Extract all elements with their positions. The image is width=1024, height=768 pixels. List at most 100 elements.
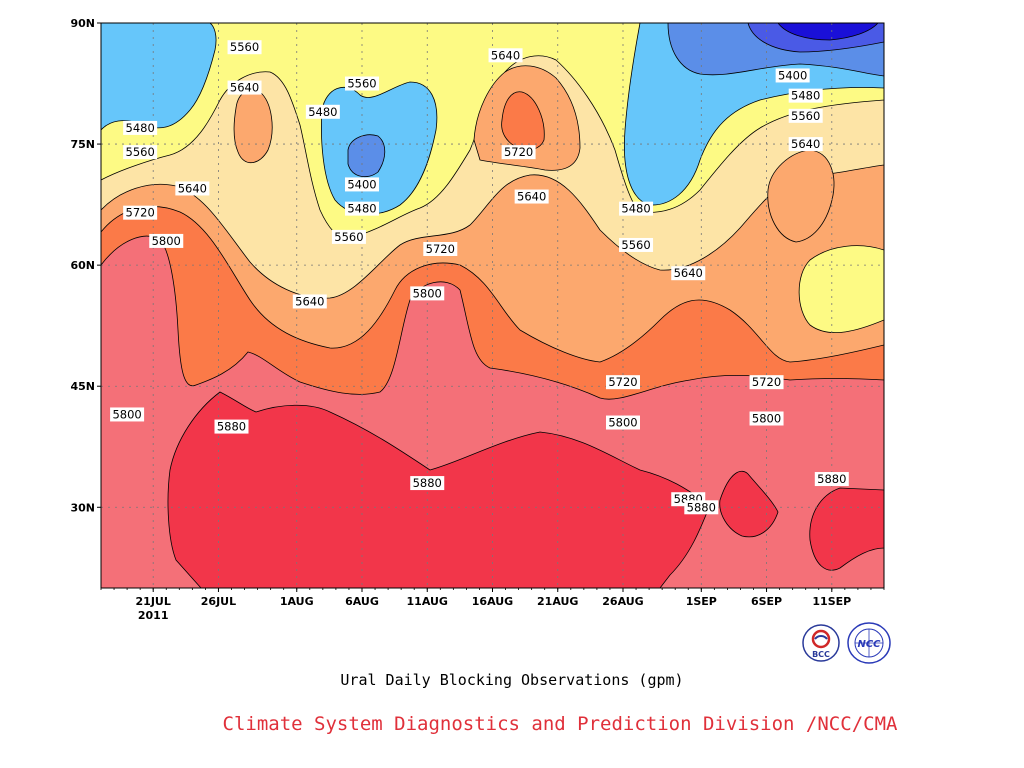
contour-label-text: 5720 — [426, 242, 455, 256]
contour-label-box — [671, 266, 706, 281]
x-tick-label: 1SEP — [686, 595, 717, 608]
contour-label-box — [775, 68, 810, 83]
contour-label-box — [619, 201, 654, 216]
contour-label-text: 5480 — [791, 89, 820, 103]
band-above-5880-east — [719, 470, 779, 538]
x-tick-label: 11AUG — [407, 595, 448, 608]
contour-label: 5560 — [331, 229, 366, 244]
contour-label-box — [227, 40, 262, 55]
contour-label-box — [749, 411, 784, 426]
contour-label-box — [410, 476, 445, 491]
footer-credit: Climate System Diagnostics and Predictio… — [222, 713, 898, 735]
y-tick-label: 90N — [70, 17, 95, 30]
contour-label-text: 5480 — [621, 202, 650, 216]
contour-label-box — [423, 242, 458, 256]
contour-label-text: 5880 — [217, 420, 246, 434]
contour-label-text: 5400 — [778, 68, 807, 82]
band-5400-5480-center — [347, 134, 386, 178]
contour-label-text: 5880 — [687, 500, 716, 514]
contour-label-box — [749, 375, 784, 390]
contour-label-box — [606, 375, 640, 390]
contour-label: 5800 — [110, 407, 145, 422]
contour-label-box — [619, 237, 654, 252]
contour-label-box — [606, 415, 640, 430]
x-tick-label: 21AUG — [537, 595, 578, 608]
band-above-5880-se — [809, 487, 884, 571]
contour-label-text: 5720 — [752, 375, 781, 389]
contour-label-text: 5480 — [347, 202, 376, 216]
contour-label-text: 5560 — [621, 238, 650, 252]
contour-label-text: 5640 — [491, 48, 520, 62]
contour-label: 5640 — [488, 48, 523, 63]
contour-label: 5560 — [227, 40, 262, 55]
contour-label-box — [345, 201, 379, 216]
contour-label-text: 5640 — [295, 294, 324, 308]
ncc-logo-text: NCC — [857, 639, 881, 650]
contour-label: 5880 — [214, 419, 249, 434]
contour-label-text: 5800 — [752, 412, 781, 426]
contour-label: 5480 — [788, 88, 823, 103]
contour-label: 5720 — [606, 375, 640, 390]
contour-label-box — [331, 229, 366, 244]
contour-label: 5400 — [775, 68, 810, 83]
x-tick-label: 11SEP — [812, 595, 851, 608]
contour-label: 5640 — [175, 181, 210, 196]
contour-labels: 5560 5640 5480 5560 5640 5720 5800 5560 5480 5400… — [110, 40, 849, 515]
x-tick-label: 6AUG — [345, 595, 379, 608]
contour-label-box — [110, 407, 145, 422]
contour-label-text: 5480 — [308, 105, 337, 119]
contour-label: 5720 — [501, 145, 536, 160]
contour-label-text: 5720 — [504, 145, 533, 159]
contour-label: 5720 — [123, 205, 158, 220]
contour-label: 5880 — [410, 476, 445, 491]
plot-area — [101, 23, 884, 588]
contour-label: 5800 — [410, 286, 445, 301]
band-5560-5640-east-pocket — [798, 245, 884, 333]
contour-label-box — [514, 189, 549, 204]
contour-label: 5640 — [292, 294, 327, 309]
contour-label-text: 5480 — [126, 121, 155, 135]
contour-label-box — [788, 108, 823, 123]
contour-label: 5640 — [514, 189, 549, 204]
contour-label-box — [123, 205, 158, 220]
contour-label-text: 5560 — [334, 230, 363, 244]
x-axis: 21JUL 26JUL 1AUG 6AUG 11AUG 16AUG 21AUG 26AUG 1S… — [100, 588, 885, 608]
contour-label-text: 5800 — [112, 407, 141, 421]
contour-label-text: 5640 — [517, 190, 546, 204]
contour-label: 5560 — [619, 237, 654, 252]
chart-title: Ural Daily Blocking Observations (gpm) — [340, 671, 684, 689]
contour-label-box — [345, 177, 379, 192]
contour-label-text: 5720 — [126, 206, 155, 220]
contour-label: 5560 — [123, 145, 158, 160]
y-tick-label: 75N — [70, 138, 95, 151]
x-tick-label: 26AUG — [602, 595, 643, 608]
contour-label-box — [123, 145, 158, 160]
contour-label: 5720 — [749, 375, 784, 390]
contour-label-text: 5880 — [413, 476, 442, 490]
x-axis-year-label: 2011 — [138, 609, 169, 622]
x-tick-label: 16AUG — [472, 595, 513, 608]
contour-label: 5800 — [606, 415, 640, 430]
contour-label-text: 5640 — [230, 81, 259, 95]
contour-label-box — [305, 104, 340, 119]
contour-label-text: 5560 — [791, 109, 820, 123]
contour-label: 5480 — [345, 201, 379, 216]
contour-label-text: 5800 — [413, 286, 442, 300]
contour-label: 5400 — [345, 177, 379, 192]
band-5480-5560-west — [101, 23, 217, 131]
contour-label: 5640 — [227, 80, 262, 95]
contour-label: 5880 — [814, 472, 849, 487]
contour-label: 5480 — [619, 201, 654, 216]
contour-label-box — [501, 145, 536, 160]
y-axis: 30N 45N 60N 75N 90N — [70, 17, 101, 514]
contour-label-text: 5560 — [347, 77, 376, 91]
contour-label-box — [684, 500, 719, 515]
contour-label: 5640 — [671, 266, 706, 281]
contour-label-text: 5400 — [347, 177, 376, 191]
pocket-5800-center — [501, 91, 545, 151]
contour-label-text: 5800 — [152, 234, 181, 248]
x-tick-label: 26JUL — [201, 595, 236, 608]
contour-label: 5880 — [684, 500, 719, 515]
contour-label: 5640 — [788, 137, 823, 152]
